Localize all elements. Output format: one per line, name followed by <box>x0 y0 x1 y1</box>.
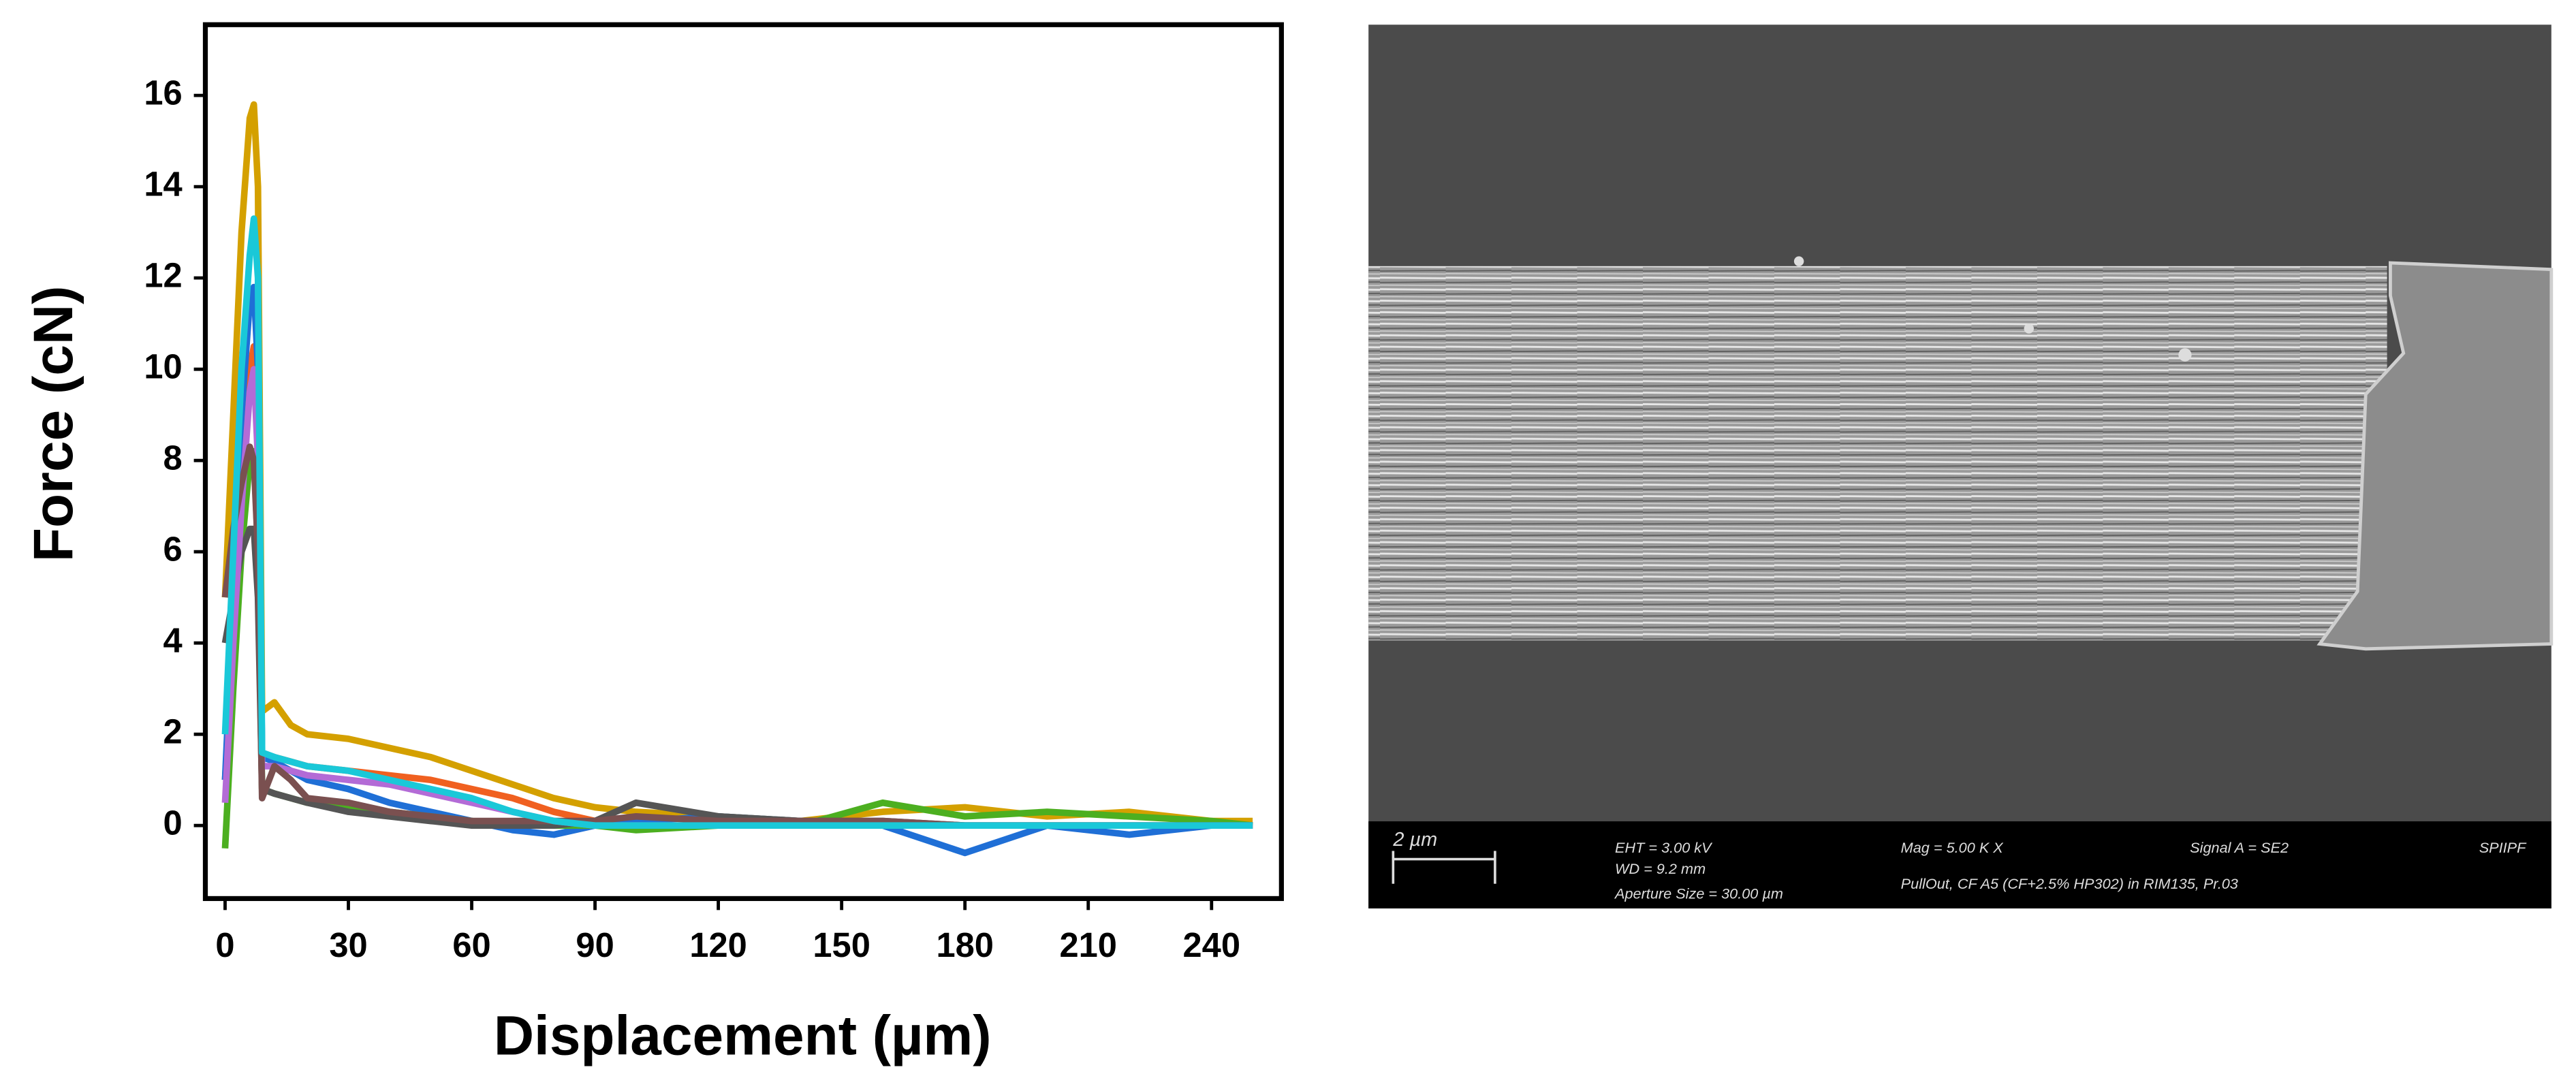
y-tick-label: 8 <box>163 439 183 477</box>
series-line <box>221 343 1253 829</box>
matrix-sleeve <box>2316 261 2554 651</box>
lab: SPIIPF <box>2479 839 2527 856</box>
series-line <box>221 283 1253 857</box>
y-tick-label: 10 <box>144 347 182 386</box>
particle <box>2178 348 2192 362</box>
y-axis-label: Force (cN) <box>22 286 84 563</box>
plot-frame <box>202 22 1284 902</box>
x-tick-label: 180 <box>936 925 994 964</box>
x-tick-label: 90 <box>576 925 614 964</box>
x-tick-label: 120 <box>689 925 747 964</box>
x-tick-label: 60 <box>452 925 490 964</box>
x-tick-label: 150 <box>813 925 870 964</box>
signal: Signal A = SE2 <box>2190 839 2289 856</box>
scale-label: 2 µm <box>1392 829 1437 851</box>
mag: Mag = 5.00 K X <box>1901 839 2005 856</box>
sem-image: 2 µm EHT = 3.00 kV WD = 9.2 mm Aperture … <box>1368 25 2554 908</box>
series-line <box>221 101 1253 825</box>
fiber-bundle <box>1368 266 2387 641</box>
x-tick-label: 0 <box>215 925 234 964</box>
x-tick-label: 240 <box>1183 925 1241 964</box>
y-tick-label: 0 <box>163 804 183 842</box>
line-chart: Displacement (µm) Force (cN) 0 30 60 90 120 1… <box>22 22 1284 1067</box>
series-line <box>221 443 1253 829</box>
eht: EHT = 3.00 kV <box>1615 839 1713 856</box>
particle <box>1793 256 1804 266</box>
aperture: Aperture Size = 30.00 µm <box>1614 885 1783 902</box>
series-line <box>221 366 1253 829</box>
x-tick-label: 210 <box>1059 925 1117 964</box>
y-tick-label: 12 <box>144 256 182 295</box>
particle <box>2024 323 2035 334</box>
x-tick-label: 30 <box>329 925 367 964</box>
series-line <box>221 215 1253 829</box>
info-bar <box>1368 821 2551 908</box>
y-tick-label: 16 <box>144 73 182 112</box>
series-line <box>221 447 1253 849</box>
y-tick-label: 4 <box>163 621 183 660</box>
sample: PullOut, CF A5 (CF+2.5% HP302) in RIM135… <box>1901 875 2238 892</box>
wd: WD = 9.2 mm <box>1615 860 1706 877</box>
y-tick-label: 6 <box>163 530 183 569</box>
x-axis-label: Displacement (µm) <box>494 1005 992 1067</box>
y-tick-label: 2 <box>163 712 183 751</box>
y-tick-label: 14 <box>144 165 182 204</box>
